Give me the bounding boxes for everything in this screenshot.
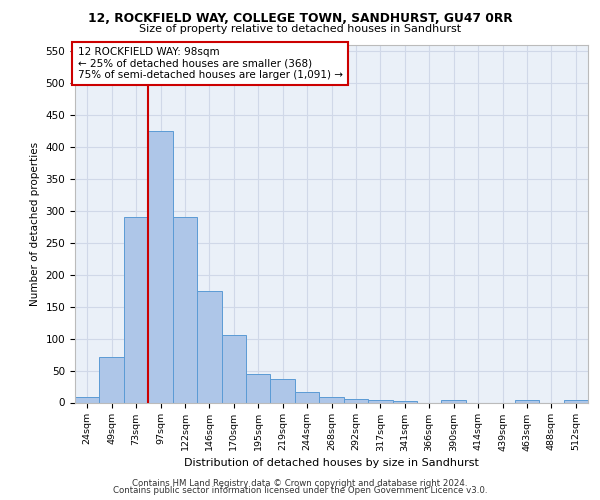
Bar [368,400,392,402]
Text: Contains HM Land Registry data © Crown copyright and database right 2024.: Contains HM Land Registry data © Crown c… [132,479,468,488]
X-axis label: Distribution of detached houses by size in Sandhurst: Distribution of detached houses by size … [184,458,479,468]
Bar [392,400,417,402]
Bar [100,357,124,403]
Bar [75,398,100,402]
Bar [271,379,295,402]
Bar [221,336,246,402]
Bar [515,400,539,402]
Bar [442,400,466,402]
Text: 12 ROCKFIELD WAY: 98sqm
← 25% of detached houses are smaller (368)
75% of semi-d: 12 ROCKFIELD WAY: 98sqm ← 25% of detache… [77,47,343,80]
Bar [295,392,319,402]
Bar [319,398,344,402]
Bar [148,131,173,402]
Text: Size of property relative to detached houses in Sandhurst: Size of property relative to detached ho… [139,24,461,34]
Y-axis label: Number of detached properties: Number of detached properties [30,142,40,306]
Bar [246,374,271,402]
Text: 12, ROCKFIELD WAY, COLLEGE TOWN, SANDHURST, GU47 0RR: 12, ROCKFIELD WAY, COLLEGE TOWN, SANDHUR… [88,12,512,26]
Bar [563,400,588,402]
Bar [173,216,197,402]
Bar [124,216,148,402]
Bar [344,400,368,402]
Bar [197,291,221,403]
Text: Contains public sector information licensed under the Open Government Licence v3: Contains public sector information licen… [113,486,487,495]
